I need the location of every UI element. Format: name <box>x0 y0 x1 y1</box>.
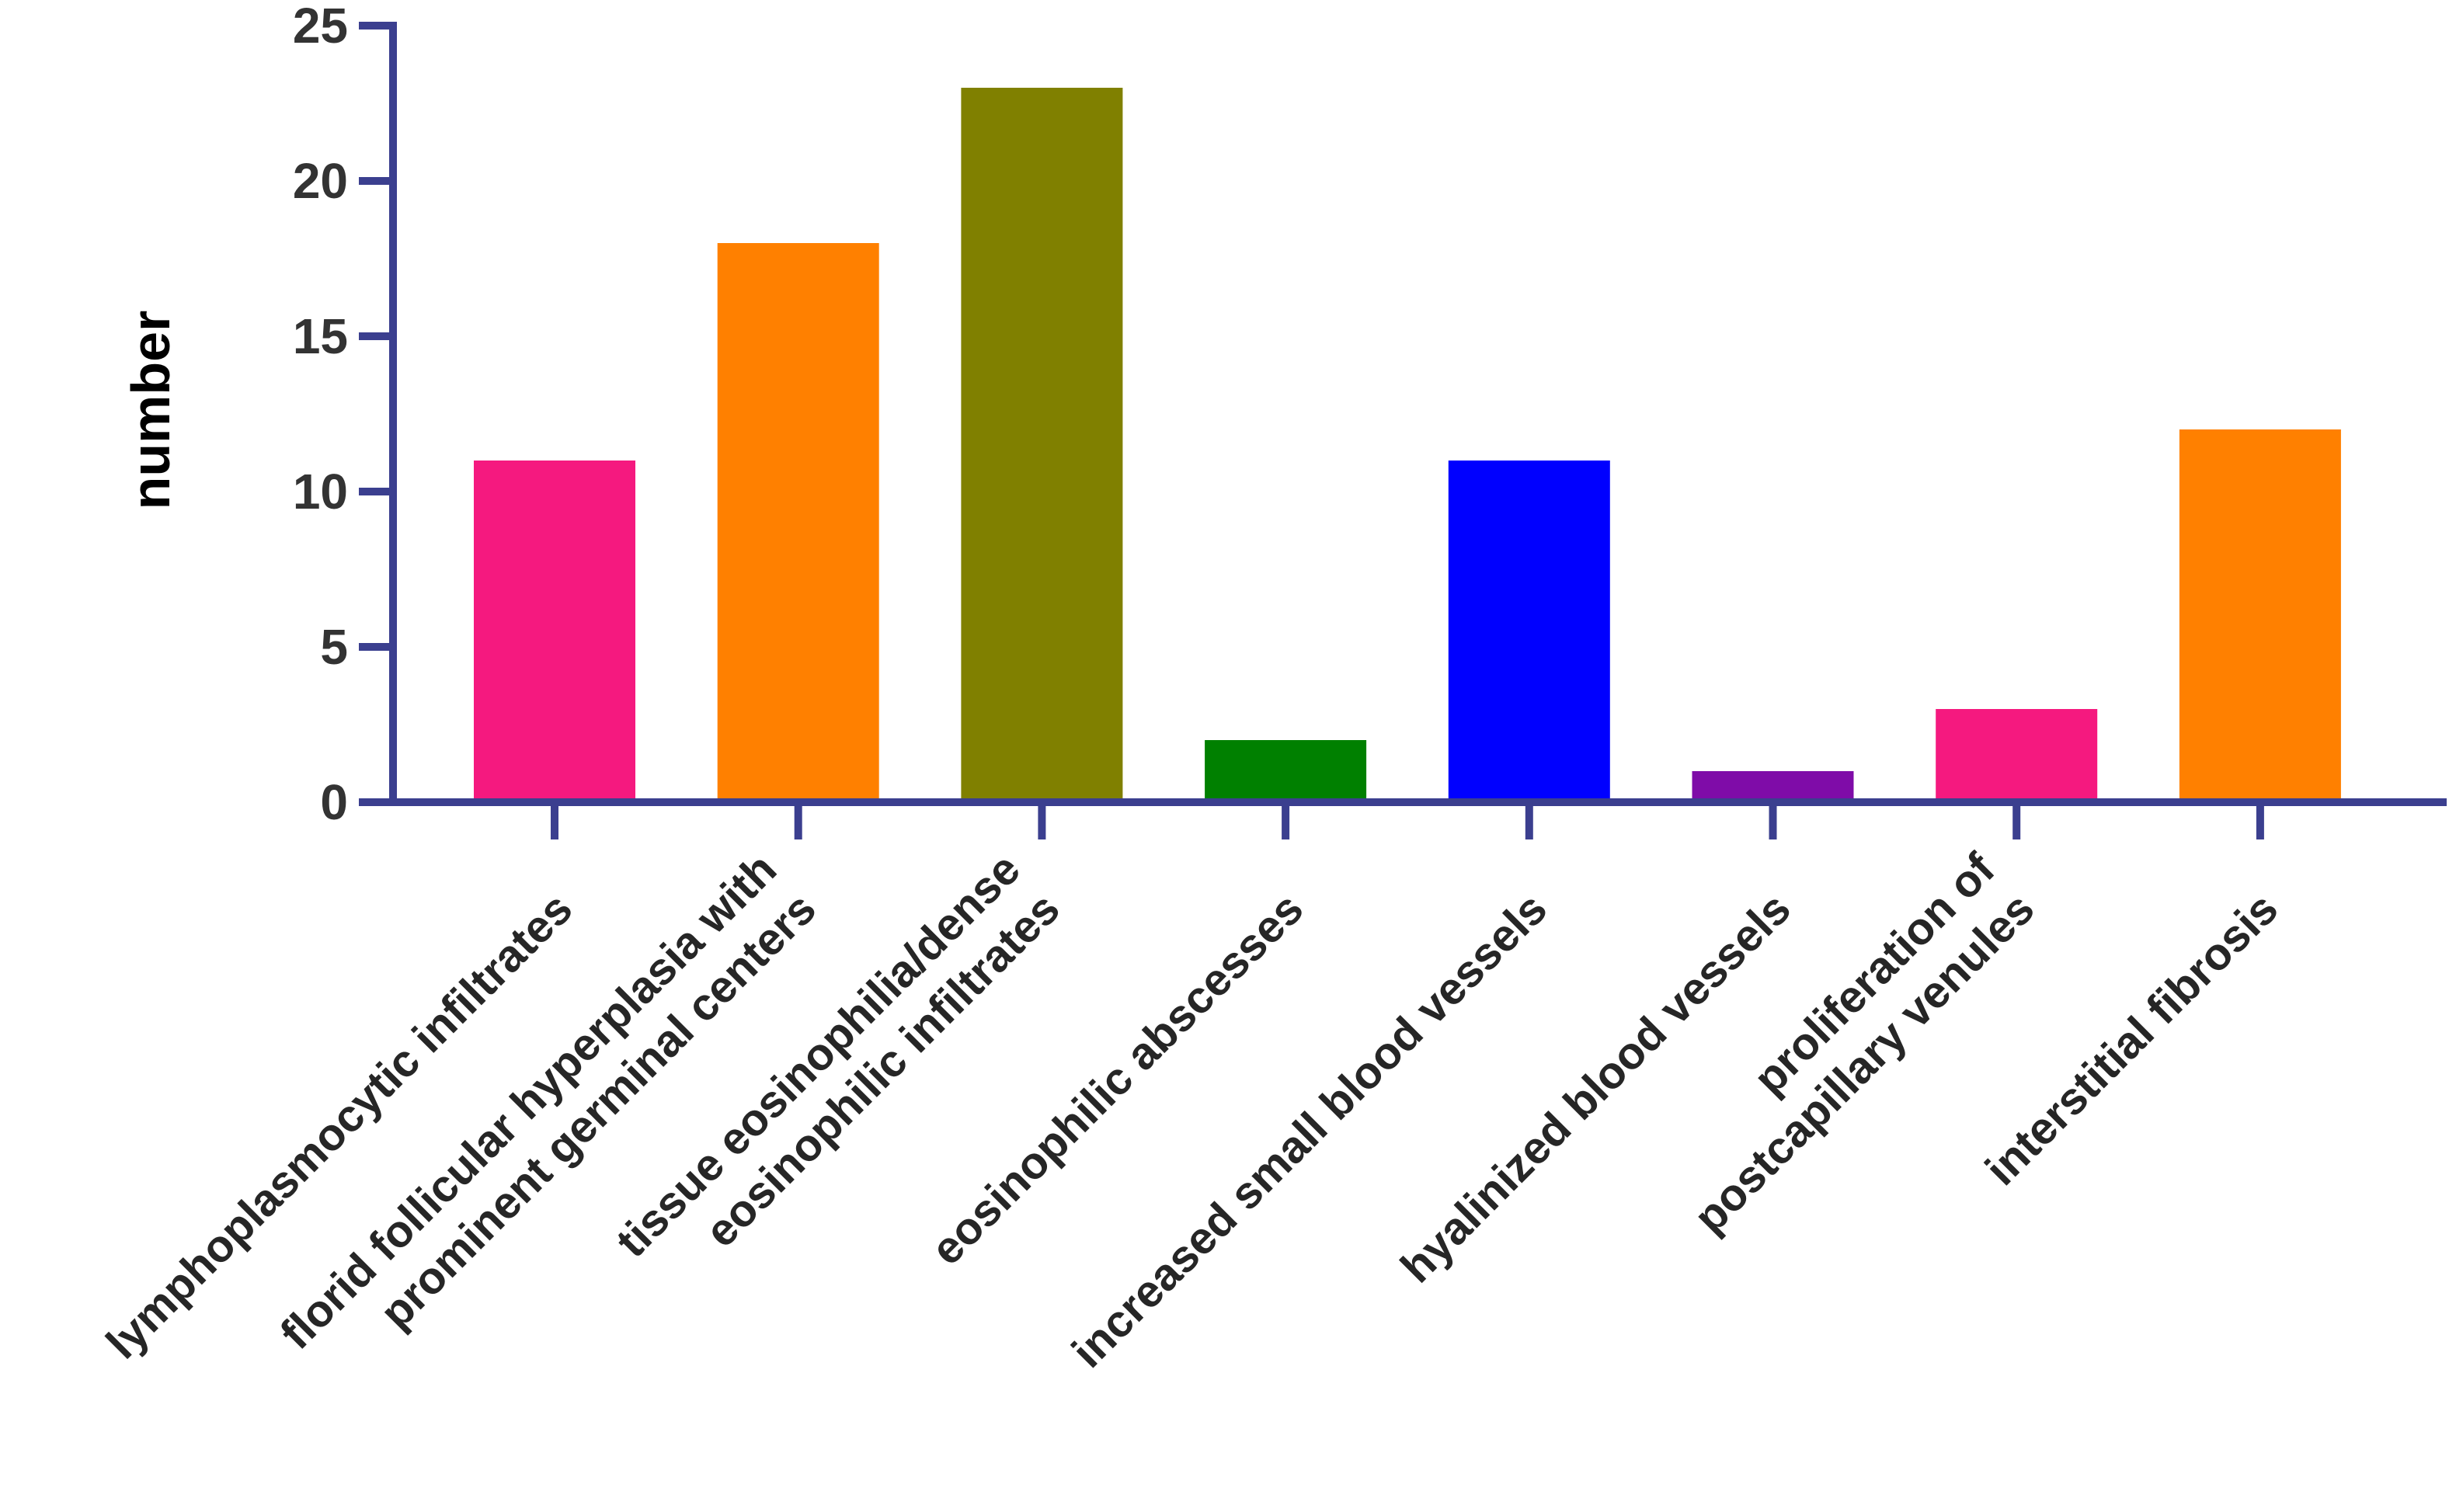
category-label: hyalinized blood vessels <box>1391 883 1800 1292</box>
bar-2 <box>717 243 879 802</box>
bar-1 <box>474 461 635 802</box>
category-label: increased small blood vessels <box>1063 883 1557 1377</box>
y-tick-label: 10 <box>293 464 348 520</box>
axes-group <box>389 22 2447 806</box>
bar-5 <box>1448 461 1610 802</box>
bar-3 <box>961 88 1123 802</box>
category-label-line: hyalinized blood vessels <box>1391 883 1800 1292</box>
x-ticks-group <box>551 802 2264 839</box>
bar-4 <box>1205 740 1367 802</box>
y-tick-label: 20 <box>293 153 348 209</box>
bar-6 <box>1692 771 1854 802</box>
y-tick-label: 0 <box>320 774 348 830</box>
bar-7 <box>1936 709 2098 802</box>
bars-group <box>474 88 2341 802</box>
category-label-line: increased small blood vessels <box>1063 883 1557 1377</box>
bar-8 <box>2179 429 2341 802</box>
y-axis-title: number <box>120 311 181 510</box>
y-tick-label: 5 <box>320 619 348 675</box>
y-tick-label: 15 <box>293 308 348 364</box>
y-ticks-group: 0 5 10 15 20 25 <box>293 0 393 830</box>
y-tick-label: 25 <box>293 0 348 54</box>
